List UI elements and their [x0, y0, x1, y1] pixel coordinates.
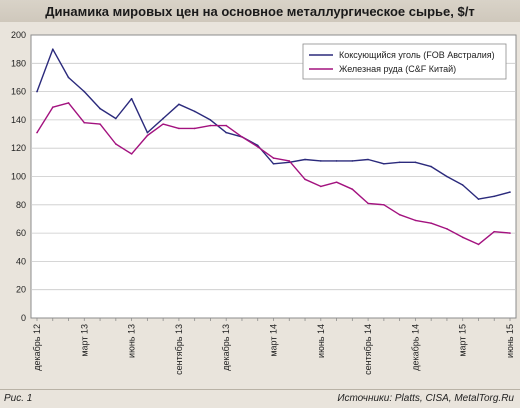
x-tick-label: июнь 13: [127, 324, 137, 358]
data-point: [225, 124, 227, 127]
data-point: [461, 184, 464, 186]
legend: Коксующийся уголь (FOB Австралия) Железна…: [302, 43, 507, 80]
data-point: [367, 202, 369, 205]
y-tick-label: 120: [11, 143, 26, 153]
data-point: [430, 165, 432, 168]
data-point: [304, 178, 306, 181]
y-tick-label: 140: [11, 115, 26, 125]
data-point: [493, 195, 496, 198]
data-point: [209, 119, 212, 121]
data-point: [225, 131, 227, 134]
y-tick-label: 40: [16, 256, 26, 266]
x-axis-ticks: декабрь 12 март 13 июнь 13 сентябрь 13 декаб…: [32, 318, 515, 375]
source-note: Источники: Platts, CISA, MetalTorg.Ru: [337, 393, 514, 404]
y-axis-ticks: 0 20 40 60 80 100 120 140 160 180 200: [11, 30, 26, 323]
x-tick-label: сентябрь 14: [363, 324, 373, 375]
data-point: [398, 213, 401, 216]
data-point: [383, 162, 385, 165]
data-point: [162, 123, 164, 125]
data-point: [383, 204, 385, 206]
y-tick-label: 180: [11, 58, 26, 68]
data-point: [256, 145, 259, 148]
data-point: [272, 162, 275, 165]
data-point: [461, 236, 464, 239]
x-tick-label: декабрь 13: [221, 324, 231, 371]
data-point: [509, 232, 511, 234]
data-point: [115, 117, 117, 120]
data-point: [146, 134, 149, 137]
data-point: [493, 230, 496, 233]
data-point: [320, 160, 322, 162]
data-point: [162, 117, 164, 120]
data-point: [446, 228, 448, 230]
y-tick-label: 200: [11, 30, 26, 40]
legend-label: Коксующийся уголь (FOB Австралия): [339, 50, 495, 60]
y-tick-label: 0: [21, 313, 26, 323]
data-point: [146, 131, 149, 134]
data-point: [115, 143, 117, 145]
series-lines: [36, 48, 511, 246]
data-point: [67, 76, 70, 79]
data-point: [178, 127, 180, 130]
data-point: [83, 121, 86, 124]
y-tick-label: 20: [16, 285, 26, 295]
data-point: [509, 191, 511, 193]
data-point: [304, 158, 306, 161]
legend-box: [302, 43, 507, 80]
x-tick-label: декабрь 14: [410, 324, 420, 371]
data-point: [241, 136, 243, 138]
x-tick-label: март 13: [79, 324, 89, 357]
data-point: [130, 97, 133, 100]
data-point: [288, 160, 291, 162]
data-point: [36, 90, 38, 93]
legend-label: Железная руда (C&F Китай): [339, 64, 456, 74]
data-point: [367, 158, 369, 161]
figure-label: Рис. 1: [4, 393, 33, 404]
data-point: [398, 161, 401, 164]
data-point: [51, 48, 54, 50]
data-point: [430, 222, 432, 224]
data-point: [477, 243, 480, 246]
data-point: [414, 161, 417, 164]
data-point: [320, 185, 322, 188]
data-point: [99, 107, 101, 110]
data-point: [67, 102, 70, 104]
data-point: [36, 131, 38, 134]
data-point: [414, 219, 417, 222]
chart-title: Динамика мировых цен на основное металлу…: [45, 3, 475, 19]
data-point: [209, 124, 212, 127]
x-tick-label: март 14: [269, 324, 279, 357]
data-point: [272, 157, 275, 159]
x-tick-label: декабрь 12: [32, 324, 42, 371]
data-point: [51, 106, 54, 108]
data-point: [351, 188, 354, 191]
x-tick-label: март 15: [458, 324, 468, 357]
y-tick-label: 160: [11, 87, 26, 97]
x-tick-label: июнь 14: [316, 324, 326, 358]
data-point: [477, 198, 480, 200]
data-point: [99, 123, 101, 125]
y-tick-label: 80: [16, 200, 26, 210]
footer: Рис. 1 Источники: Platts, CISA, MetalTor…: [0, 389, 520, 408]
x-tick-label: июнь 15: [505, 324, 515, 358]
data-point: [178, 103, 180, 106]
data-point: [335, 181, 338, 183]
y-tick-label: 100: [11, 172, 26, 182]
title-bar: Динамика мировых цен на основное металлу…: [0, 0, 520, 22]
data-point: [83, 90, 86, 93]
data-point: [335, 160, 338, 162]
data-point: [193, 127, 196, 130]
x-tick-label: сентябрь 13: [174, 324, 184, 375]
data-point: [130, 153, 133, 155]
data-point: [351, 160, 354, 162]
data-point: [446, 175, 448, 178]
y-tick-label: 60: [16, 228, 26, 238]
line-chart: 0 20 40 60 80 100 120 140 160 180 200 декабрь 12 ма…: [11, 30, 517, 375]
data-point: [193, 110, 196, 113]
